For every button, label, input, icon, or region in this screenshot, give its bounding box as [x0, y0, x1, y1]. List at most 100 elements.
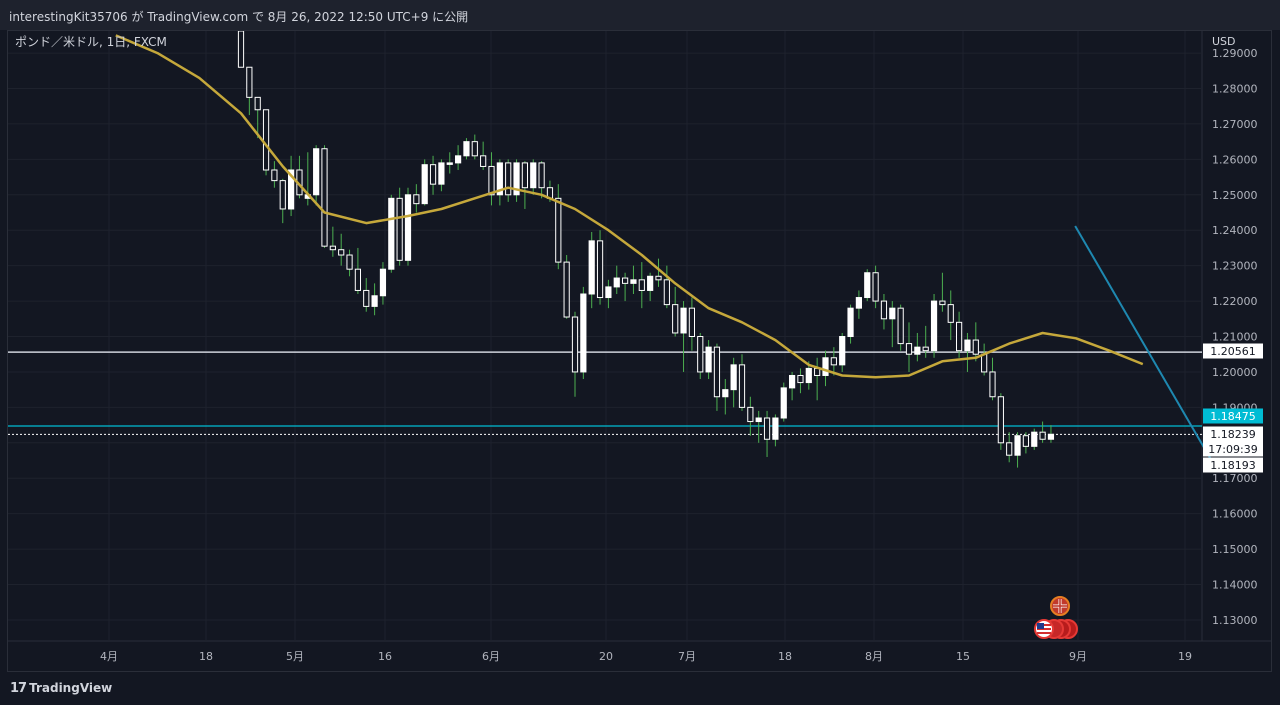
candle-down [1006, 442, 1013, 456]
candle-up [588, 240, 595, 295]
candle-up [864, 272, 871, 299]
y-tick-label: 1.20000 [1212, 366, 1258, 379]
uk-flag-icon[interactable] [1050, 596, 1070, 616]
price-label-bg [1203, 441, 1263, 457]
candle-up [822, 357, 829, 376]
candle-down [279, 180, 286, 210]
candle-up [964, 339, 971, 352]
candle-up [914, 346, 921, 355]
candle-down [972, 339, 979, 355]
y-tick-label: 1.27000 [1212, 118, 1258, 131]
candle-down [905, 343, 913, 355]
candle-down [763, 417, 771, 440]
candle-up [1047, 433, 1055, 440]
candle-up [1031, 431, 1038, 447]
candle-down [538, 162, 545, 189]
x-tick-label: 19 [1178, 650, 1192, 663]
x-tick-label: 6月 [482, 650, 500, 663]
x-tick-label: 7月 [678, 650, 696, 663]
price-label-bg [1203, 426, 1263, 442]
candle-down [663, 279, 670, 306]
chart-panel[interactable]: 1.29000 1.28000 1.27000 1.26000 1.25000 1.240… [7, 30, 1272, 672]
us-flag-icon-stack[interactable] [1034, 619, 1078, 639]
candle-up [705, 346, 712, 373]
candle-up [772, 417, 779, 440]
candle-up [839, 336, 846, 366]
candle-up [421, 164, 428, 205]
x-tick-label: 15 [956, 650, 970, 663]
candle-up [404, 194, 412, 261]
y-tick-label: 1.28000 [1212, 83, 1258, 96]
candle-up [755, 417, 762, 423]
candle-up [455, 155, 462, 164]
candle-down [396, 197, 403, 261]
candle-down [413, 194, 420, 205]
candle-down [329, 245, 336, 251]
candle-up [730, 364, 737, 391]
candle-up [388, 197, 395, 270]
candle-down [321, 148, 328, 247]
candle-down [981, 353, 988, 373]
candle-down [596, 240, 604, 299]
candle-up [647, 275, 654, 291]
candle-up [371, 295, 378, 307]
y-tick-label: 1.23000 [1212, 260, 1258, 273]
candle-down [471, 141, 478, 157]
price-label: 1.20561 [1210, 345, 1256, 358]
y-tick-label: 1.26000 [1212, 153, 1258, 166]
candle-down [997, 396, 1004, 444]
candle-down [555, 197, 562, 263]
candle-up [530, 162, 537, 189]
candle-down [521, 162, 528, 189]
candle-down [939, 300, 946, 306]
footer: 17 TradingView [0, 672, 1280, 705]
candle-down [638, 279, 645, 291]
trendline [1074, 225, 1214, 463]
candle-down [271, 169, 278, 182]
candle-up [463, 141, 470, 157]
candle-down [363, 289, 370, 307]
candle-down [688, 307, 695, 338]
candle-up [680, 307, 687, 334]
y-tick-label: 1.22000 [1212, 295, 1258, 308]
candle-down [563, 261, 570, 318]
candle-up [1014, 435, 1021, 456]
y-tick-label: 1.16000 [1212, 508, 1258, 521]
candle-down [346, 254, 353, 270]
candle-down [655, 275, 662, 281]
candle-down [956, 321, 963, 352]
candle-down [872, 272, 879, 302]
moving-average-line [115, 34, 1144, 379]
candle-down [262, 109, 270, 171]
y-tick-label: 1.17000 [1212, 472, 1258, 485]
y-tick-label: 1.13000 [1212, 614, 1258, 627]
candle-down [354, 268, 361, 291]
candle-down [1039, 431, 1046, 440]
publish-info: interestingKit35706 が TradingView.com で … [9, 10, 469, 24]
tradingview-logo[interactable]: 17 TradingView [10, 681, 112, 696]
price-label: 1.18475 [1210, 410, 1256, 423]
candle-up [513, 162, 520, 196]
candle-down [571, 316, 579, 373]
candle-down [738, 364, 746, 408]
candle-down [505, 162, 512, 196]
y-tick-label: 1.21000 [1212, 331, 1258, 344]
price-label: 17:09:39 [1208, 443, 1257, 456]
candle-up [446, 162, 453, 165]
tv-logo-icon: 17 [10, 681, 27, 696]
x-tick-label: 8月 [865, 650, 883, 663]
y-tick-label: 1.25000 [1212, 189, 1258, 202]
candle-down [922, 346, 929, 352]
us-flag-icon[interactable] [1034, 619, 1054, 639]
candlestick-chart[interactable]: 1.29000 1.28000 1.27000 1.26000 1.25000 1.240… [8, 31, 1271, 671]
candle-up [930, 300, 938, 352]
candle-down [1022, 435, 1029, 447]
candle-down [429, 164, 437, 185]
economic-events[interactable] [1034, 596, 1078, 639]
candle-down [897, 307, 904, 345]
currency-label: USD [1212, 35, 1236, 48]
candle-up [805, 367, 812, 384]
candle-down [338, 249, 345, 256]
candle-down [797, 374, 804, 384]
candle-down [246, 66, 253, 98]
